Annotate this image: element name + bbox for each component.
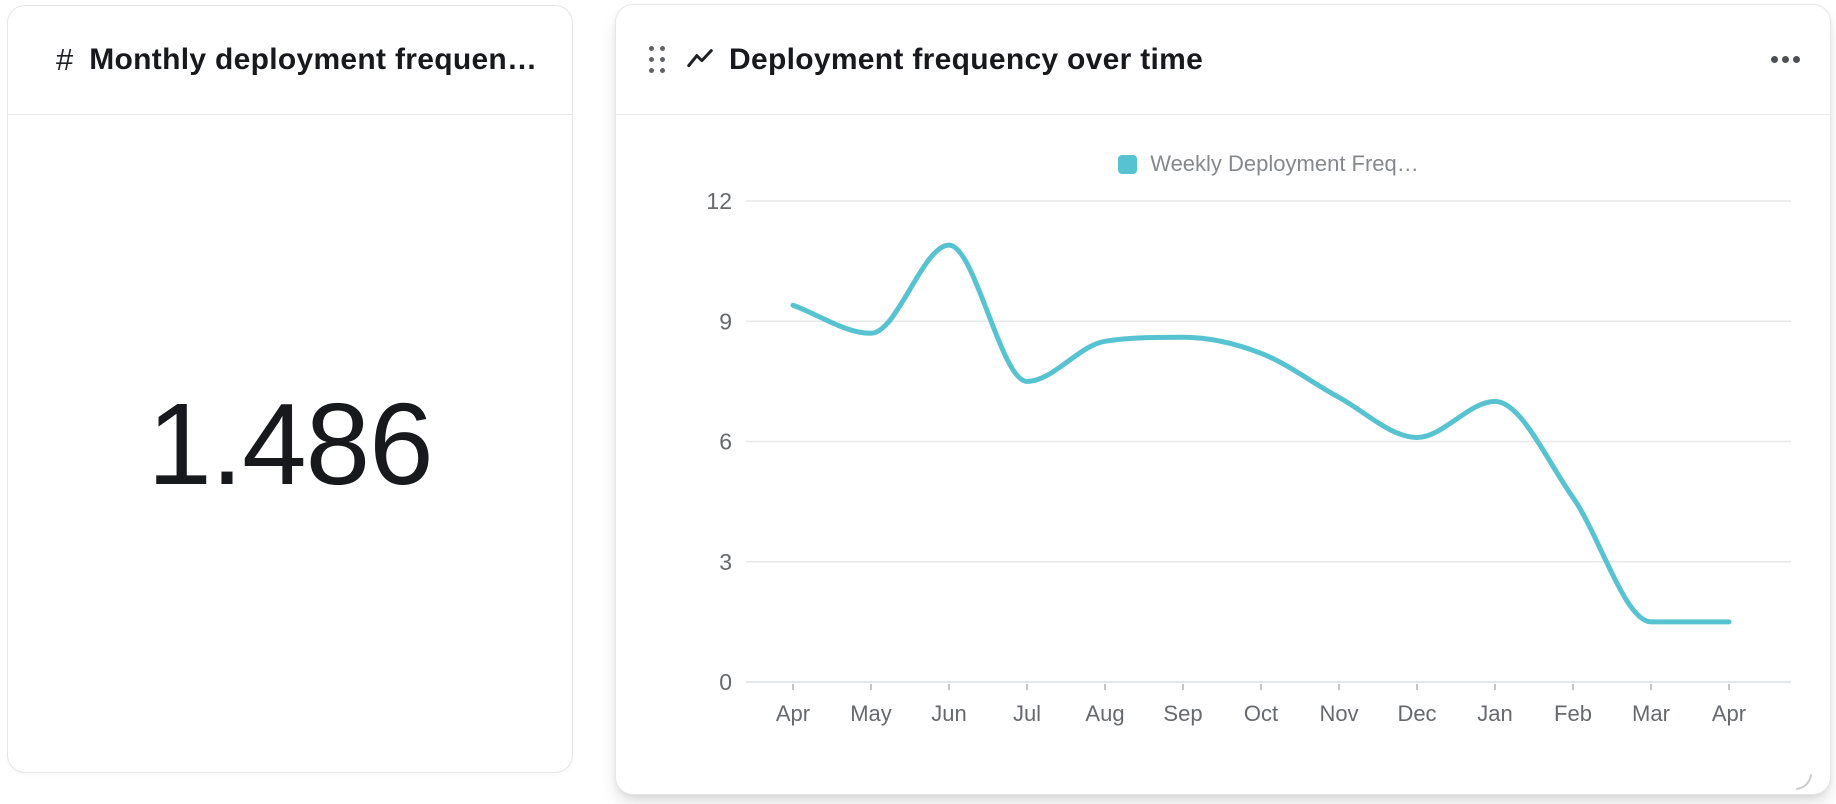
x-axis-label: Oct <box>1244 701 1278 726</box>
series-line[interactable] <box>790 242 1732 625</box>
x-axis-label: Jan <box>1477 701 1512 726</box>
x-axis-label: Apr <box>776 701 810 726</box>
x-axis-label: May <box>850 701 892 726</box>
x-axis-label: Jun <box>931 701 966 726</box>
y-axis-label: 12 <box>706 188 732 214</box>
legend-swatch <box>1118 154 1138 174</box>
ellipsis-menu-icon[interactable] <box>1765 46 1806 73</box>
drag-handle-icon[interactable] <box>649 46 665 73</box>
x-axis-label: Mar <box>1632 701 1670 726</box>
x-axis-label: Apr <box>1712 701 1746 726</box>
x-axis-label: Dec <box>1397 701 1436 726</box>
legend-label: Weekly Deployment Freq… <box>1150 151 1419 176</box>
chart-widget-title: Deployment frequency over time <box>729 42 1204 76</box>
x-axis-label: Jul <box>1013 701 1041 726</box>
stat-widget-header: # Monthly deployment frequen… <box>8 6 572 115</box>
y-axis-label: 0 <box>719 669 732 695</box>
chart-legend[interactable]: Weekly Deployment Freq… <box>746 151 1791 177</box>
x-axis-label: Feb <box>1554 701 1592 726</box>
stat-widget-body: 1.486 <box>8 115 572 772</box>
stat-value: 1.486 <box>147 378 433 509</box>
y-axis-label: 9 <box>719 308 732 334</box>
x-axis-label: Sep <box>1163 701 1202 726</box>
stat-widget-title: Monthly deployment frequen… <box>89 43 538 76</box>
x-axis-label: Nov <box>1319 701 1358 726</box>
stat-widget-card: # Monthly deployment frequen… 1.486 <box>7 5 573 773</box>
x-axis-label: Aug <box>1085 701 1124 726</box>
chart-widget-card: Deployment frequency over time Weekly De… <box>615 4 1831 795</box>
number-widget-icon: # <box>56 42 74 77</box>
resize-handle-icon[interactable] <box>1795 773 1813 791</box>
line-chart-icon <box>687 48 713 67</box>
chart-widget-header: Deployment frequency over time <box>616 5 1830 115</box>
line-chart-canvas[interactable]: 0 3 6 9 12 Apr May Jun Jul Aug Sep Oct Nov Dec Jan Feb M… <box>616 115 1832 796</box>
y-axis-label: 6 <box>719 429 732 455</box>
line-chart-area: Weekly Deployment Freq… 0 3 6 9 12 Apr May Jun J… <box>616 115 1830 794</box>
y-axis-label: 3 <box>719 549 732 575</box>
